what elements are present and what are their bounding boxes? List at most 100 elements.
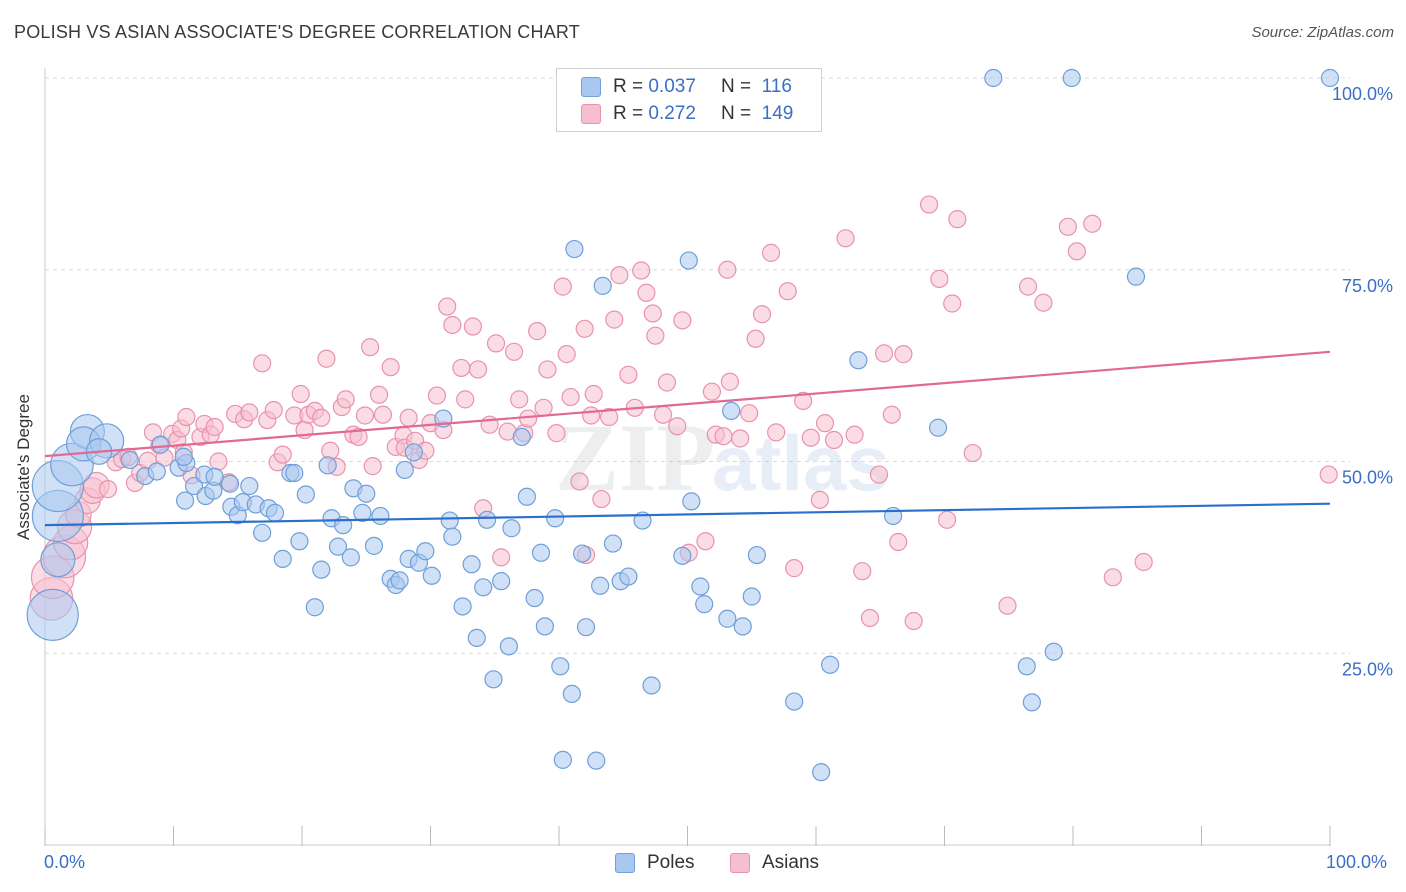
poles-point	[364, 536, 384, 555]
asians-point	[646, 326, 665, 345]
asians-point	[557, 345, 576, 364]
legend-r-label: R =	[613, 76, 644, 97]
asians-point	[370, 385, 389, 404]
asians-point	[486, 334, 506, 353]
asians-point	[1034, 293, 1053, 312]
series-legend-asians: Asians	[730, 852, 819, 874]
poles-point	[285, 463, 304, 483]
asians-point	[492, 548, 511, 567]
correlation-legend: R = 0.037 N = 116 R = 0.272 N = 149	[556, 68, 822, 132]
asians-point	[605, 310, 624, 329]
asians-point	[463, 317, 483, 336]
poles-point	[535, 617, 554, 636]
asians-point	[937, 510, 957, 529]
asians-point	[943, 294, 962, 313]
asians-point	[696, 532, 715, 551]
poles-point	[484, 670, 503, 689]
asians-point	[561, 387, 580, 407]
asians-label: Asians	[762, 852, 820, 873]
asians-swatch	[730, 853, 750, 873]
asians-point	[240, 403, 259, 422]
asians-point	[253, 354, 272, 373]
asians-point	[657, 373, 677, 392]
poles-point	[1044, 642, 1063, 661]
poles-point	[474, 578, 493, 597]
asians-point	[714, 427, 733, 446]
poles-point	[591, 576, 610, 595]
legend-n-value: 149	[761, 103, 794, 124]
asians-point	[98, 480, 118, 499]
asians-point	[575, 319, 594, 338]
asians-point	[875, 344, 894, 363]
asians-point	[785, 559, 804, 578]
poles-point	[673, 546, 692, 565]
poles-point	[821, 655, 840, 674]
asians-point	[702, 382, 722, 401]
asians-point	[845, 425, 864, 444]
asians-point	[643, 304, 662, 323]
poles-point	[443, 527, 462, 546]
asians-point	[761, 243, 781, 262]
poles-point	[477, 510, 497, 529]
asians-point	[836, 229, 855, 248]
poles-label: Poles	[647, 852, 695, 873]
poles-point	[603, 534, 623, 553]
asians-point	[355, 406, 375, 425]
asians-point	[778, 282, 797, 301]
poles-point	[551, 657, 570, 676]
grid-lines	[45, 77, 1350, 654]
asians-point	[443, 315, 462, 335]
asians-point	[528, 322, 547, 341]
chart-title: POLISH VS ASIAN ASSOCIATE'S DEGREE CORRE…	[14, 22, 580, 42]
asians-point	[653, 405, 673, 424]
poles-point	[253, 523, 272, 542]
poles-point	[642, 676, 661, 695]
poles-point	[747, 545, 766, 565]
poles-point	[353, 503, 372, 522]
legend-n-label: N =	[720, 103, 752, 124]
poles-point	[576, 618, 596, 637]
asians-point	[889, 532, 908, 552]
poles-point	[562, 684, 581, 704]
poles-point	[404, 443, 423, 462]
poles-point	[553, 750, 572, 769]
poles-point	[587, 751, 606, 770]
poles-point	[1320, 68, 1340, 88]
y-tick-label: 75.0%	[1342, 276, 1393, 296]
poles-point	[619, 567, 638, 586]
asians-point	[1058, 217, 1077, 236]
poles-point	[453, 597, 472, 616]
poles-point	[184, 476, 204, 496]
asians-point	[584, 384, 603, 404]
poles-point	[416, 542, 435, 561]
asians-point	[718, 260, 737, 279]
asians-point	[810, 490, 829, 509]
legend-n-value: 116	[761, 76, 792, 97]
poles-point	[682, 492, 701, 511]
poles-point	[984, 68, 1003, 88]
asians-point	[317, 349, 336, 368]
poles-point	[718, 609, 737, 628]
poles-point	[695, 595, 714, 614]
asians-point	[570, 472, 589, 491]
poles-point	[722, 401, 741, 420]
y-tick-label: 25.0%	[1342, 659, 1393, 679]
poles-point	[205, 467, 224, 486]
poles-points	[26, 68, 1340, 782]
asians-point	[547, 424, 566, 443]
asians-point	[919, 195, 939, 214]
asians-point	[264, 401, 283, 420]
legend-r-value: 0.037	[648, 76, 696, 97]
asians-point	[1067, 242, 1086, 261]
poles-point	[928, 418, 948, 437]
poles-point	[390, 571, 409, 590]
asians-point	[438, 297, 457, 316]
y-tick-labels: 25.0% 50.0% 75.0% 100.0%	[1332, 84, 1393, 679]
legend-n-label: N =	[720, 76, 752, 97]
asians-point	[668, 417, 687, 436]
y-axis-label: Associate's Degree	[14, 394, 33, 540]
asians-point	[869, 465, 889, 484]
asians-point	[427, 386, 447, 405]
asians-point	[534, 398, 553, 417]
asians-point	[1103, 568, 1122, 587]
